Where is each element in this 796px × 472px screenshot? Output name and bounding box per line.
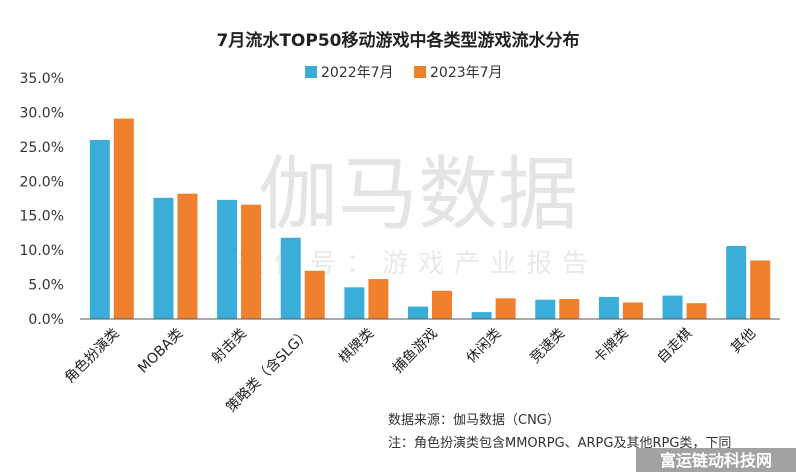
footnote: 注：角色扮演类包含MMORPG、ARPG及其他RPG类，下同 <box>388 435 731 451</box>
bar-2022-2 <box>217 199 238 319</box>
x-tick-label: 竞速类 <box>526 325 568 367</box>
legend: 2022年7月 2023年7月 <box>305 65 503 81</box>
x-tick-label: 自走棋 <box>654 326 695 367</box>
legend-label-2023: 2023年7月 <box>430 65 503 81</box>
bar-2022-1 <box>153 197 174 319</box>
y-tick-label: 25.0% <box>20 140 64 156</box>
y-tick-label: 30.0% <box>20 105 64 121</box>
bar-2022-7 <box>535 299 556 319</box>
bar-2023-9 <box>686 303 707 319</box>
y-tick-label: 10.0% <box>20 243 64 259</box>
bar-2022-9 <box>662 295 683 319</box>
corner-badge-text: 富运链动科技网 <box>660 451 772 470</box>
bar-2022-5 <box>408 306 428 319</box>
bar-2023-1 <box>177 193 198 319</box>
x-tick-label: 卡牌类 <box>590 325 632 367</box>
y-tick-label: 20.0% <box>20 174 64 190</box>
x-tick-label: 捕鱼游戏 <box>389 325 441 377</box>
x-tick-label: 射击类 <box>209 326 250 367</box>
y-tick-label: 35.0% <box>20 71 64 87</box>
y-tick-label: 5.0% <box>28 278 64 294</box>
bar-2022-8 <box>598 296 619 319</box>
bars <box>89 118 771 319</box>
bar-2023-0 <box>113 118 134 319</box>
x-tick-label: MOBA类 <box>135 326 186 377</box>
chart-title: 7月流水TOP50移动游戏中各类型游戏流水分布 <box>217 30 580 51</box>
bar-2023-7 <box>559 299 580 319</box>
y-tick-label: 15.0% <box>20 209 64 225</box>
bar-2023-5 <box>432 290 452 319</box>
legend-swatch-2023 <box>414 66 426 78</box>
y-axis: 0.0% 5.0% 10.0% 15.0% 20.0% 25.0% 30.0% 35.0% <box>20 71 64 328</box>
bar-2022-0 <box>89 139 110 319</box>
bar-2023-4 <box>368 279 389 319</box>
x-tick-label: 其他 <box>728 326 759 357</box>
bar-2023-6 <box>495 298 516 319</box>
bar-2022-6 <box>471 312 492 319</box>
y-tick-label: 0.0% <box>28 312 64 328</box>
source-note: 数据来源：伽马数据（CNG） <box>388 413 560 428</box>
bar-2023-2 <box>241 204 262 319</box>
bar-2022-4 <box>344 287 365 319</box>
x-tick-label: 棋牌类 <box>335 325 377 367</box>
x-tick-label: 休闲类 <box>463 326 504 367</box>
bar-2023-10 <box>750 260 771 319</box>
x-tick-label: 角色扮演类 <box>61 325 123 387</box>
watermark-main: 伽马数据 <box>258 148 578 241</box>
corner-badge-bg <box>636 448 796 472</box>
bar-2023-3 <box>304 270 325 319</box>
bar-2022-3 <box>280 237 301 319</box>
legend-swatch-2022 <box>305 66 317 78</box>
bar-2023-8 <box>622 302 643 319</box>
legend-label-2022: 2022年7月 <box>321 65 394 81</box>
bar-2022-10 <box>726 246 747 319</box>
